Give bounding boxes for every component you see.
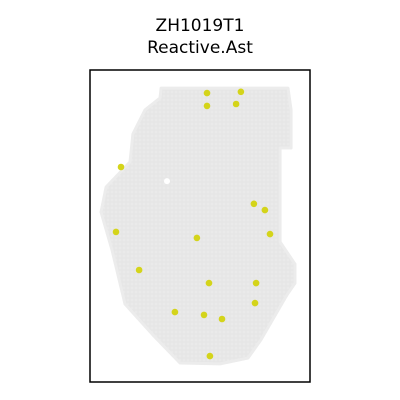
- highlight-spot-13: [251, 299, 259, 307]
- highlight-spot-9: [193, 234, 201, 242]
- empty-spot-0: [164, 178, 170, 185]
- highlight-spot-5: [250, 200, 258, 208]
- highlight-spot-17: [206, 352, 214, 360]
- highlight-spot-15: [200, 311, 208, 319]
- chart-title-line-2: Reactive.Ast: [147, 38, 253, 58]
- highlight-spot-8: [266, 230, 274, 238]
- highlight-spot-16: [218, 315, 226, 323]
- highlight-spot-10: [135, 266, 143, 274]
- chart-title-line-1: ZH1019T1: [155, 16, 245, 36]
- plot-area: [99, 86, 297, 366]
- highlight-spot-14: [171, 308, 179, 316]
- highlight-spot-2: [203, 102, 211, 110]
- highlight-spot-1: [237, 88, 245, 96]
- highlight-spot-6: [261, 206, 269, 214]
- tissue-spots-region: [99, 86, 297, 366]
- highlight-spot-11: [205, 279, 213, 287]
- highlight-spot-4: [117, 163, 125, 171]
- highlight-spot-7: [112, 228, 120, 236]
- plot-frame: [89, 69, 311, 383]
- highlight-spot-0: [203, 89, 211, 97]
- highlight-spot-3: [232, 100, 240, 108]
- highlight-spot-12: [252, 279, 260, 287]
